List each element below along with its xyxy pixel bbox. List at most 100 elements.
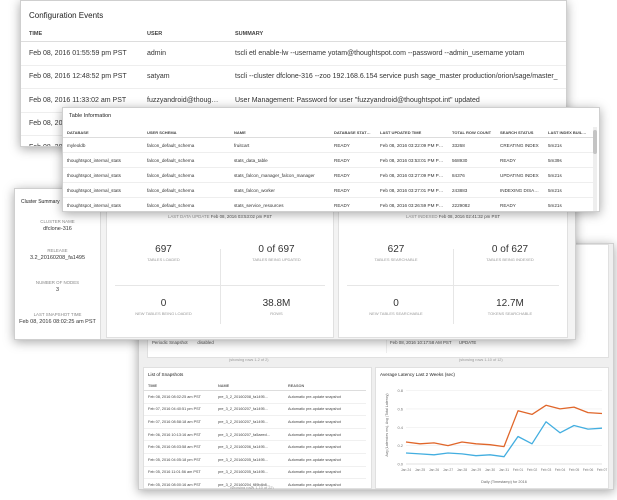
cell-database-status: READY [330, 197, 376, 211]
cell-name: fruitcart [230, 137, 330, 153]
cell-user-schema: falcon_default_schema [143, 167, 230, 183]
table-information-scrollbar[interactable] [593, 127, 597, 211]
cluster-summary-sidebar: Cluster Summary CLUSTER NAME dfclone-316… [15, 189, 101, 339]
tables-being-indexed-label: TABLES BEING INDEXED [486, 257, 534, 262]
table-row[interactable]: Feb 07, 2016 08:58:18 am PST pre_3_2_2016… [144, 415, 366, 429]
x-tick-label: Jan 25 [415, 468, 425, 472]
cell-database-status: READY [330, 152, 376, 168]
table-row[interactable]: Feb 08, 2016 08:02:25 am PST pre_3_2_2016… [144, 390, 366, 404]
table-information-scroll-area[interactable]: DATABASE USER SCHEMA NAME DATABASE STATU… [63, 127, 593, 211]
column-header-total-row-count[interactable]: TOTAL ROW COUNT [448, 127, 496, 138]
release-label: RELEASE [47, 248, 68, 253]
column-header-summary[interactable]: SUMMARY [227, 27, 566, 42]
rows-value: 38.8M [262, 298, 291, 309]
cell-database: thoughtspot_internal_stats [63, 152, 143, 168]
table-row[interactable]: thoughtspot_internal_stats falcon_default… [63, 167, 593, 183]
cell-database-status: READY [330, 167, 376, 183]
column-header-time[interactable]: TIME [21, 27, 139, 42]
tables-searchable-metric: 627 TABLES SEARCHABLE [339, 244, 453, 262]
periodic-snapshot-row[interactable]: Periodic Snapshot disabled [152, 340, 214, 345]
event-rows-showing: (showing rows 1-10 of 12) [459, 358, 503, 362]
new-tables-loading-label: NEW TABLES BEING LOADED [135, 311, 192, 316]
tables-loaded-value: 697 [155, 244, 172, 255]
cell-row-count: 568930 [448, 152, 496, 168]
table-row[interactable]: Feb 05, 2016 11:01:56 am PST pre_3_2_2016… [144, 466, 366, 480]
table-information-title: Table Information [69, 113, 112, 119]
x-tick-label: Feb 03 [541, 468, 552, 472]
cell-duration: 5m39s [544, 152, 593, 168]
cell-duration: 5m21s [544, 137, 593, 153]
table-row[interactable]: thoughtspot_internal_stats falcon_default… [63, 197, 593, 211]
table-row[interactable]: Feb 08, 2016 01:55:59 pm PST admin tscli e… [21, 41, 566, 66]
y-tick-label: 0.8 [397, 388, 403, 393]
new-tables-searchable-label: NEW TABLES SEARCHABLE [369, 311, 423, 316]
table-row[interactable]: Feb 05, 2016 04:05:18 pm PST pre_3_2_2016… [144, 453, 366, 467]
y-tick-label: 0.4 [397, 425, 403, 430]
column-header-last-updated-time[interactable]: LAST UPDATED TIME [376, 127, 448, 138]
x-tick-label: Jan 24 [401, 468, 411, 472]
table-row[interactable]: thoughtspot_internal_stats falcon_default… [63, 182, 593, 198]
table-row[interactable]: Feb 07, 2016 04:40:51 pm PST pre_3_2_2016… [144, 403, 366, 417]
tables-searchable-label: TABLES SEARCHABLE [374, 257, 418, 262]
event-time: Feb 08, 2016 10:17:58 AM PST [390, 340, 452, 345]
cell-database: thoughtspot_internal_stats [63, 182, 143, 198]
cell-user: satyam [139, 65, 227, 89]
table-row[interactable]: myleoldb falcon_default_schema fruitcart RE… [63, 137, 593, 153]
column-header-reason[interactable]: REASON [284, 381, 366, 391]
cell-search-status: UPDATING INDEX [496, 167, 544, 183]
column-header-user[interactable]: USER [139, 27, 227, 42]
column-header-database[interactable]: DATABASE [63, 127, 143, 138]
y-tick-label: 0.6 [397, 406, 403, 411]
table-row[interactable]: Feb 08, 2016 12:48:52 pm PST satyam tscli … [21, 65, 566, 89]
column-header-user-schema[interactable]: USER SCHEMA [143, 127, 230, 138]
table-row[interactable]: Feb 06, 2016 08:03:58 am PST pre_3_2_2016… [144, 440, 366, 454]
column-header-search-status[interactable]: SEARCH STATUS [496, 127, 544, 138]
table-row[interactable]: thoughtspot_internal_stats falcon_default… [63, 152, 593, 168]
x-tick-label: Feb 04 [555, 468, 566, 472]
event-row[interactable]: Feb 08, 2016 10:17:58 AM PST UPDATE [390, 340, 476, 345]
scrollbar-thumb[interactable] [593, 130, 597, 154]
cell-name: stats_falcon_worker [230, 182, 330, 198]
cell-name: pre_3_2_20160204_f89b4b8... [214, 478, 284, 489]
column-header-name[interactable]: NAME [214, 381, 284, 391]
cell-summary: tscli etl enable-lw --username yotam@tho… [227, 41, 566, 66]
y-tick-label: 0.2 [397, 443, 403, 448]
tables-being-updated-value: 0 of 697 [258, 244, 295, 255]
x-tick-label: Feb 01 [513, 468, 524, 472]
column-header-name[interactable]: NAME [230, 127, 330, 138]
cell-reason: Automatic pre-update snapshot [284, 453, 366, 467]
card-divider [347, 285, 559, 286]
x-tick-label: Jan 28 [457, 468, 467, 472]
data-load-card: LAST DATA UPDATE Feb 08, 2016 03:53:02 p… [106, 208, 334, 338]
list-of-snapshots-panel: List of Snapshots TIME NAME REASON Feb 0… [143, 367, 372, 489]
new-tables-loading-metric: 0 NEW TABLES BEING LOADED [107, 298, 220, 316]
new-tables-searchable-metric: 0 NEW TABLES SEARCHABLE [339, 298, 453, 316]
periodic-snapshot-status: disabled [197, 340, 214, 345]
x-tick-label: Jan 31 [499, 468, 509, 472]
cell-reason: Automatic pre-update snapshot [284, 440, 366, 454]
column-header-index-build-duration[interactable]: LAST INDEX BUILD DURATION [544, 127, 593, 138]
last-indexed: LAST INDEXED Feb 08, 2016 02:41:32 pm PS… [339, 214, 567, 219]
release-value: 3.2_20160208_fa1495 [29, 255, 86, 261]
cell-database-status: READY [330, 137, 376, 153]
card-divider [115, 285, 325, 286]
x-tick-label: Jan 26 [429, 468, 439, 472]
column-header-database-status[interactable]: DATABASE STATUS [330, 127, 376, 138]
x-tick-label: Feb 07 [597, 468, 608, 472]
latency-chart: 0.0 0.2 0.4 0.6 0.8 Jan 24 Jan 25 Jan 26 Jan 27 J… [385, 388, 608, 484]
table-information-panel: Table Information DATABASE USER SCHEMA N… [62, 107, 600, 212]
column-header-time[interactable]: TIME [144, 381, 214, 391]
cell-name: pre_3_2_20160207_fa1495... [214, 403, 284, 417]
cell-time: Feb 08, 2016 01:55:59 pm PST [21, 41, 139, 66]
cell-summary: tscli --cluster dfclone-316 --zoo 192.16… [227, 65, 566, 89]
last-snapshot-label: LAST SNAPSHOT TIME [33, 312, 82, 317]
cell-database-status: READY [330, 182, 376, 198]
x-tick-label: Jan 29 [471, 468, 481, 472]
table-row[interactable]: Feb 06, 2016 10:13:16 am PST pre_3_2_2016… [144, 428, 366, 442]
cell-reason: Automatic pre-update snapshot [284, 478, 366, 489]
cell-user: admin [139, 41, 227, 66]
cell-name: pre_3_2_20160208_fa1495... [214, 390, 284, 404]
cell-database: thoughtspot_internal_stats [63, 167, 143, 183]
x-tick-label: Feb 02 [527, 468, 538, 472]
table-row[interactable]: Feb 05, 2016 08:00:16 am PST pre_3_2_2016… [144, 478, 366, 489]
